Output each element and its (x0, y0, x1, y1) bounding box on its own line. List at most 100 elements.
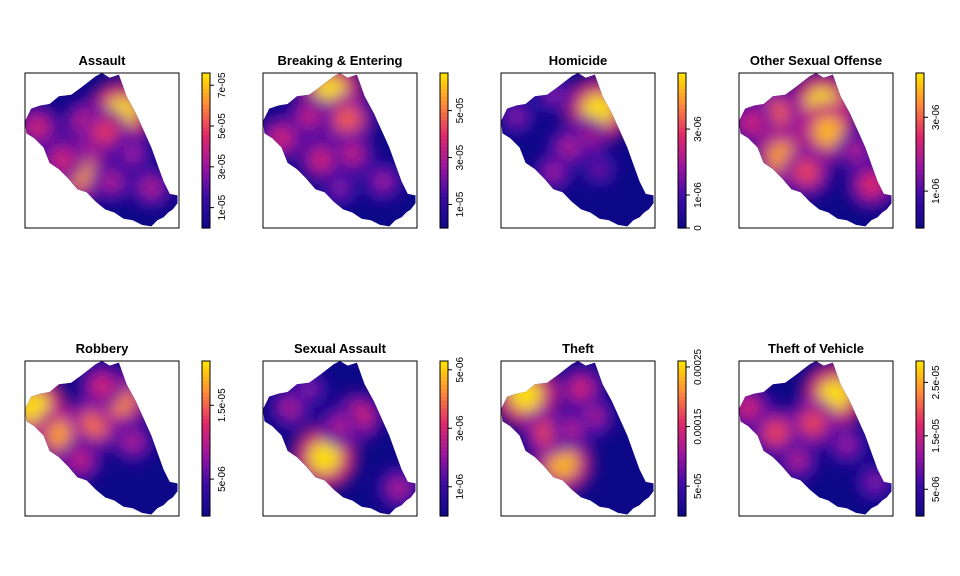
colorbar-step (678, 368, 686, 374)
colorbar-step (440, 204, 448, 210)
colorbar-step (440, 411, 448, 416)
colorbar-step (916, 158, 924, 163)
plot-frame (24, 360, 180, 517)
colorbar-step (440, 376, 448, 381)
colorbar-step (440, 500, 448, 505)
colorbar-step (916, 457, 924, 463)
colorbar-step (678, 216, 686, 221)
colorbar-step (202, 216, 210, 221)
density-region (263, 73, 416, 227)
colorbar-step (440, 368, 448, 374)
colorbar-step (916, 166, 924, 171)
colorbar-step (916, 100, 924, 105)
colorbar-step (440, 119, 448, 124)
colorbar-step (916, 189, 924, 194)
hotspot-5 (69, 448, 92, 472)
colorbar-step (916, 185, 924, 190)
colorbar-step (916, 84, 924, 90)
colorbar-step (916, 426, 924, 432)
colorbar-step (440, 135, 448, 140)
colorbar-step (678, 485, 686, 490)
colorbar-step (916, 508, 924, 513)
colorbar-step (202, 384, 210, 389)
colorbar-step (440, 84, 448, 90)
colorbar-step (202, 392, 210, 397)
colorbar-step (440, 442, 448, 447)
colorbar-step (916, 430, 924, 436)
colorbar-step (916, 146, 924, 152)
colorbar-step (678, 415, 686, 420)
colorbar-step (916, 438, 924, 443)
panel-title: Theft of Vehicle (768, 341, 864, 356)
colorbar-step (202, 388, 210, 393)
hotspot-6 (590, 159, 609, 179)
panel-2: Homicide 0 1e-06 3e-06 (500, 53, 704, 231)
colorbar: 1e-06 3e-06 (915, 72, 942, 229)
colorbar-step (916, 423, 924, 428)
colorbar-step (440, 185, 448, 190)
colorbar-step (678, 158, 686, 163)
colorbar-step (202, 104, 210, 109)
colorbar-step (440, 80, 448, 86)
colorbar-step (440, 473, 448, 478)
colorbar-step (202, 204, 210, 210)
colorbar-tick-label: 1e-05 (217, 194, 228, 220)
plot-frame (738, 360, 894, 517)
hotspot-5 (387, 477, 410, 499)
colorbar-step (202, 376, 210, 381)
colorbar-step (916, 135, 924, 140)
hotspot-5 (25, 115, 50, 140)
colorbar-step (202, 434, 210, 440)
colorbar-step (202, 197, 210, 202)
colorbar-step (916, 181, 924, 186)
colorbar-step (440, 508, 448, 513)
colorbar-step (678, 407, 686, 412)
colorbar-step (916, 403, 924, 409)
colorbar-step (202, 380, 210, 385)
hotspot-2 (297, 105, 321, 128)
colorbar: 0 1e-06 3e-06 (677, 72, 704, 231)
colorbar-step (678, 224, 686, 229)
colorbar-step (678, 434, 686, 440)
colorbar-step (916, 419, 924, 424)
colorbar-step (678, 372, 686, 378)
colorbar-step (916, 197, 924, 202)
colorbar-step (916, 512, 924, 517)
hotspot-1 (334, 106, 362, 133)
colorbar-step (916, 477, 924, 482)
colorbar-step (440, 392, 448, 397)
colorbar-step (440, 438, 448, 443)
plot-frame (500, 72, 656, 229)
colorbar-step (916, 388, 924, 393)
colorbar-step (202, 368, 210, 374)
colorbar-step (440, 73, 448, 78)
hotspot-3 (739, 110, 764, 135)
colorbar-step (678, 465, 686, 471)
colorbar-step (916, 115, 924, 121)
colorbar-step (916, 492, 924, 498)
colorbar-step (678, 181, 686, 186)
hotspot-5 (836, 434, 857, 455)
colorbar-step (440, 158, 448, 163)
colorbar-step (440, 504, 448, 509)
colorbar-step (916, 220, 924, 225)
hotspot-4 (299, 379, 319, 399)
colorbar-step (916, 364, 924, 370)
colorbar-step (678, 189, 686, 194)
colorbar-step (440, 403, 448, 409)
colorbar-frame (915, 360, 925, 517)
colorbar-step (202, 146, 210, 152)
colorbar-step (678, 154, 686, 159)
colorbar-step (440, 162, 448, 167)
colorbar-step (440, 224, 448, 229)
colorbar-step (440, 488, 448, 494)
panel-title: Breaking & Entering (278, 53, 403, 68)
colorbar-step (202, 481, 210, 486)
colorbar-step (678, 411, 686, 416)
colorbar-step (440, 123, 448, 128)
colorbar-step (678, 461, 686, 467)
colorbar-step (678, 496, 686, 502)
panel-6: Theft 5e-05 0.00015 0.00025 (500, 341, 704, 517)
colorbar-step (916, 446, 924, 451)
colorbar-step (202, 73, 210, 78)
